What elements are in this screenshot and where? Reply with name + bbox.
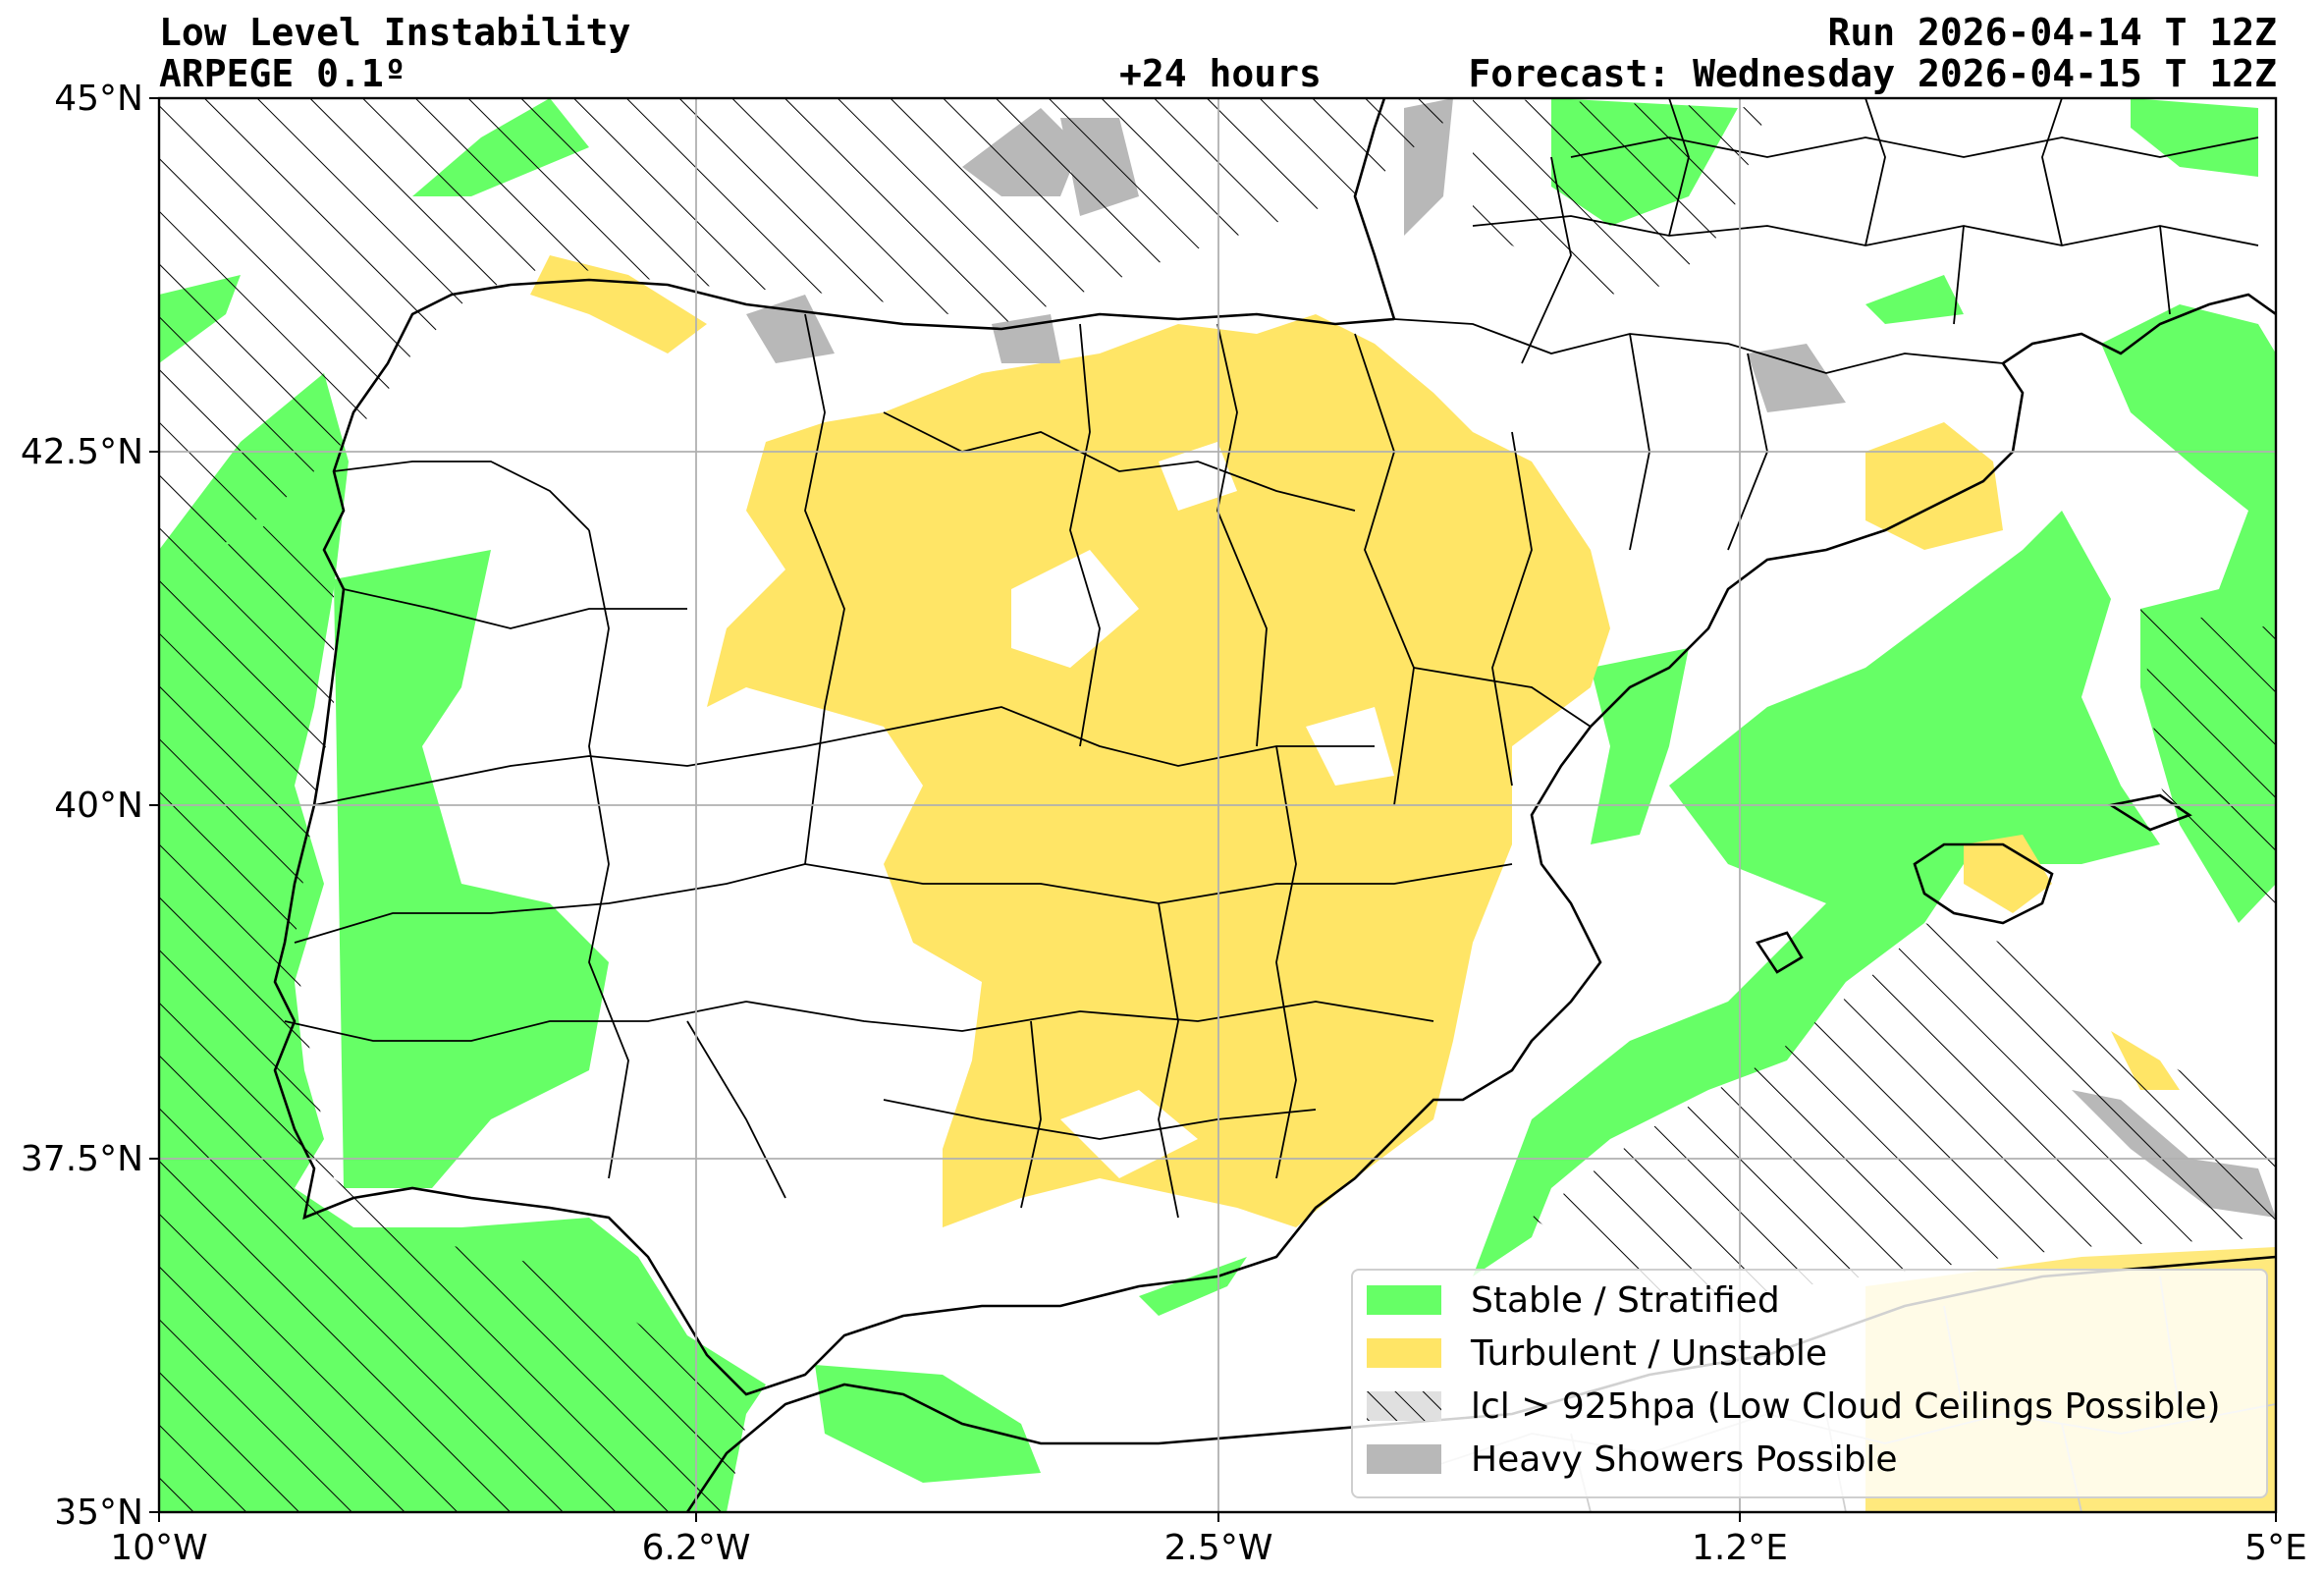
legend-swatch-turbulent: [1367, 1338, 1441, 1368]
unstable-area-catalonia: [1865, 422, 2003, 550]
lon-tick-label: 1.2°E: [1692, 1528, 1788, 1568]
legend-swatch-lcl: [1367, 1391, 1441, 1421]
coastline-mallorca: [1913, 842, 2054, 925]
lon-tick-label: 10°W: [110, 1528, 207, 1568]
stable-area-alps: [2131, 98, 2258, 177]
stable-area-france-c: [1865, 275, 1964, 324]
lcl-hatch-gulf: [2140, 609, 2276, 923]
unstable-area-mallorca: [1964, 835, 2052, 913]
legend-item-stable: Stable / Stratified: [1367, 1278, 1780, 1322]
legend-label: Stable / Stratified: [1471, 1279, 1780, 1321]
lat-tick-label: 45°N: [54, 79, 143, 119]
stable-area-balearic: [1473, 511, 2160, 1276]
stable-area-valencia: [1591, 648, 1689, 844]
legend-label: Turbulent / Unstable: [1471, 1332, 1828, 1374]
lon-axis: 10°W 6.2°W 2.5°W 1.2°E 5°E: [110, 1512, 2307, 1568]
legend-item-turbulent: Turbulent / Unstable: [1367, 1331, 1827, 1375]
lead-time-label: +24 hours: [1119, 52, 1322, 95]
lon-tick-label: 6.2°W: [642, 1528, 751, 1568]
stable-area-alboran: [1139, 1257, 1247, 1316]
lat-tick-label: 35°N: [54, 1493, 143, 1533]
coastline-france-med: [2002, 293, 2276, 365]
legend-swatch-stable: [1367, 1285, 1441, 1315]
showers-area-cantabria-2: [992, 314, 1060, 363]
legend-swatch-showers: [1367, 1444, 1441, 1474]
coastline-iberia: [273, 278, 2025, 1396]
forecast-label: Forecast: Wednesday 2026-04-15 T 12Z: [1468, 52, 2277, 95]
lat-axis: 45°N 42.5°N 40°N 37.5°N 35°N: [21, 79, 159, 1533]
coastline-menorca: [2107, 793, 2192, 832]
showers-area-france: [1748, 344, 1846, 412]
run-label: Run 2026-04-14 T 12Z: [1827, 11, 2277, 54]
lon-tick-label: 2.5°W: [1164, 1528, 1273, 1568]
lcl-hatch-france: [1473, 98, 1767, 295]
stable-area-strait: [815, 1365, 1041, 1483]
lat-tick-label: 40°N: [54, 786, 143, 826]
lcl-hatch-west: [159, 511, 746, 1512]
coastline-france: [1353, 98, 1396, 320]
map-title: Low Level Instability: [159, 11, 631, 54]
model-label: ARPEGE 0.1º: [159, 52, 406, 95]
clear-pocket-2: [1159, 442, 1237, 511]
unstable-area-central: [707, 314, 1610, 1227]
coastline-ibiza: [1755, 931, 1804, 974]
lat-tick-label: 37.5°N: [21, 1139, 143, 1179]
lcl-hatch-north-atlantic: [159, 98, 1473, 579]
legend-label: lcl > 925hpa (Low Cloud Ceilings Possibl…: [1471, 1385, 2221, 1427]
map-legend: Stable / Stratified Turbulent / Unstable…: [1351, 1269, 2268, 1498]
lcl-hatch-mediterranean: [1532, 923, 2276, 1306]
legend-item-lcl: lcl > 925hpa (Low Cloud Ceilings Possibl…: [1367, 1385, 2221, 1428]
stable-area-portugal: [334, 550, 609, 1188]
legend-label: Heavy Showers Possible: [1471, 1439, 1898, 1480]
lat-tick-label: 42.5°N: [21, 432, 143, 472]
lon-tick-label: 5°E: [2244, 1528, 2307, 1568]
legend-item-showers: Heavy Showers Possible: [1367, 1438, 1898, 1481]
clear-pocket-1: [1011, 550, 1139, 668]
